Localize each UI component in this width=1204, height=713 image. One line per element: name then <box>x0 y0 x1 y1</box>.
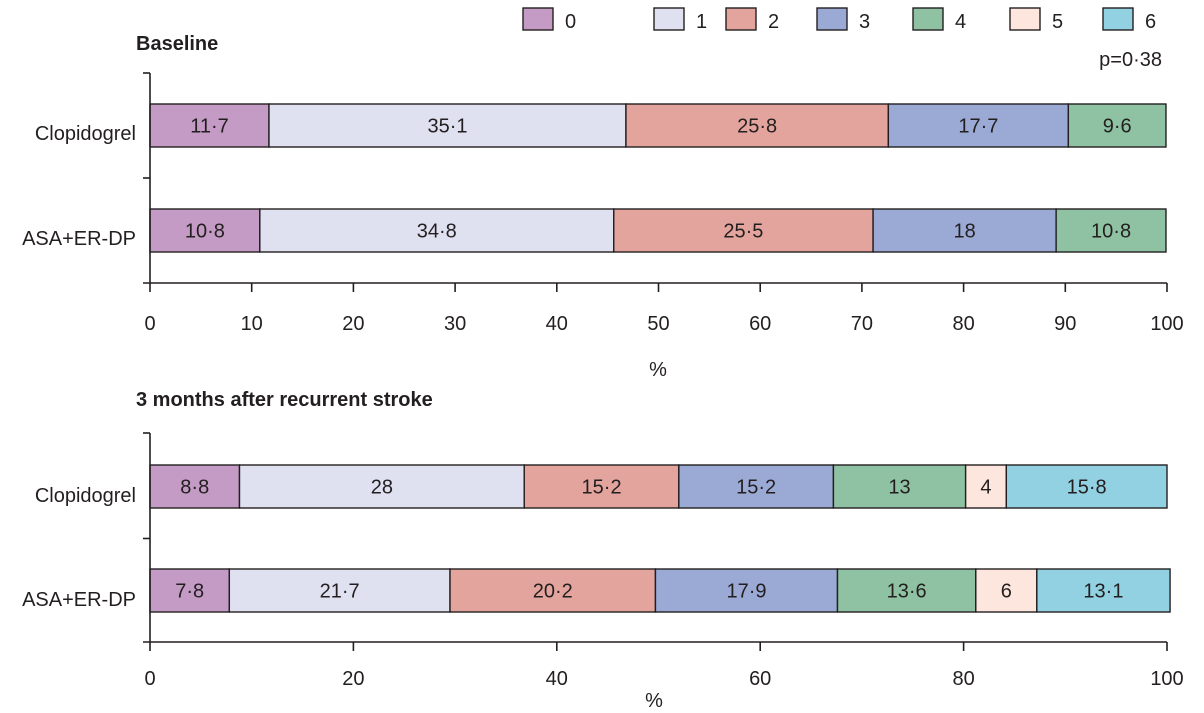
bar-segment <box>872 208 1057 253</box>
legend-swatch-5 <box>1009 7 1041 31</box>
x-tick-label: 0 <box>144 668 155 690</box>
bar-segment <box>1067 103 1167 148</box>
bar-segment <box>149 103 270 148</box>
panel-title: Baseline <box>136 33 218 55</box>
legend-swatch-2 <box>725 7 757 31</box>
x-tick-label: 100 <box>1150 313 1183 335</box>
data-label: 15·2 <box>736 477 776 499</box>
stacked-bars: Clopidogrel 11·7 35·1 25·8 17·7 9·6 ASA+ER-DP 1… <box>22 103 1167 253</box>
bar-segment <box>149 464 241 509</box>
x-axis-label: % <box>649 359 667 381</box>
bar-segment <box>836 568 977 613</box>
legend-swatch-6 <box>1102 7 1134 31</box>
axes: 0 10 20 30 40 50 60 70 80 90 100 <box>143 72 1184 335</box>
panel-3-months: 3 months after recurrent stroke Clopidog… <box>22 389 1184 712</box>
bar-segment <box>975 568 1038 613</box>
x-tick-label: 80 <box>952 668 974 690</box>
data-label: 28 <box>371 477 393 499</box>
bar-segment <box>654 568 839 613</box>
data-label: 7·8 <box>175 581 204 603</box>
stacked-bars: Clopidogrel 8·8 28 15·2 15·2 13 4 15·8 ASA+ER-DP… <box>22 464 1171 613</box>
data-label: 25·8 <box>737 116 777 138</box>
data-label: 17·9 <box>726 581 766 603</box>
x-tick-label: 50 <box>647 313 669 335</box>
legend-label-1: 1 <box>696 11 707 33</box>
data-label: 10·8 <box>1091 221 1131 243</box>
bar-segment <box>1055 208 1167 253</box>
bar-segment <box>238 464 525 509</box>
legend-swatch-0 <box>522 7 554 31</box>
category-label: Clopidogrel <box>35 485 136 507</box>
category-label: ASA+ER-DP <box>22 228 136 250</box>
bar-segment <box>832 464 967 509</box>
bar-segment <box>259 208 615 253</box>
axes: 0 20 40 60 80 100 <box>143 432 1184 690</box>
data-label: 25·5 <box>723 221 763 243</box>
data-label: 13 <box>888 477 910 499</box>
x-tick-label: 40 <box>546 668 568 690</box>
x-tick-label: 80 <box>952 313 974 335</box>
category-label: ASA+ER-DP <box>22 589 136 611</box>
x-tick-label: 20 <box>342 668 364 690</box>
legend-swatch-1 <box>653 7 685 31</box>
data-label: 9·6 <box>1103 116 1132 138</box>
legend-label-3: 3 <box>859 11 870 33</box>
x-axis-label: % <box>645 690 663 712</box>
legend-label-0: 0 <box>565 11 576 33</box>
x-tick-label: 60 <box>749 313 771 335</box>
p-value-annotation: p=0·38 <box>1099 49 1162 71</box>
data-label: 11·7 <box>190 116 229 138</box>
data-label: 17·7 <box>958 116 998 138</box>
x-tick-label: 40 <box>546 313 568 335</box>
legend-swatch-4 <box>912 7 944 31</box>
bar-segment <box>1005 464 1168 509</box>
x-tick-label: 90 <box>1054 313 1076 335</box>
data-label: 15·8 <box>1067 477 1107 499</box>
bar-segment <box>449 568 657 613</box>
legend-label-5: 5 <box>1052 11 1063 33</box>
x-tick-label: 10 <box>241 313 263 335</box>
data-label: 34·8 <box>417 221 457 243</box>
bar-segment <box>268 103 627 148</box>
x-tick-label: 20 <box>342 313 364 335</box>
bar-segment <box>625 103 890 148</box>
legend-label-4: 4 <box>955 11 966 33</box>
data-label: 6 <box>1001 581 1012 603</box>
data-label: 13·1 <box>1083 581 1123 603</box>
data-label: 21·7 <box>320 581 360 603</box>
bar-segment <box>149 568 231 613</box>
bar-segment <box>613 208 874 253</box>
data-label: 8·8 <box>180 477 209 499</box>
x-tick-label: 30 <box>444 313 466 335</box>
legend-label-6: 6 <box>1145 11 1156 33</box>
data-label: 20·2 <box>533 581 573 603</box>
legend-swatch-3 <box>816 7 848 31</box>
panel-title: 3 months after recurrent stroke <box>136 389 433 411</box>
x-tick-label: 100 <box>1150 668 1183 690</box>
data-label: 4 <box>980 477 991 499</box>
panel-baseline: Baseline p=0·38 Clopidogrel 11·7 35·1 25·8 1… <box>22 33 1184 381</box>
x-tick-label: 60 <box>749 668 771 690</box>
data-label: 13·6 <box>887 581 927 603</box>
chart-legend: 0 1 2 3 4 5 6 <box>522 7 1156 33</box>
data-label: 18 <box>953 221 975 243</box>
x-tick-label: 0 <box>144 313 155 335</box>
x-tick-label: 70 <box>851 313 873 335</box>
category-label: Clopidogrel <box>35 123 136 145</box>
data-label: 10·8 <box>185 221 225 243</box>
bar-segment <box>1036 568 1171 613</box>
data-label: 15·2 <box>582 477 622 499</box>
legend-label-2: 2 <box>768 11 779 33</box>
data-label: 35·1 <box>427 116 467 138</box>
